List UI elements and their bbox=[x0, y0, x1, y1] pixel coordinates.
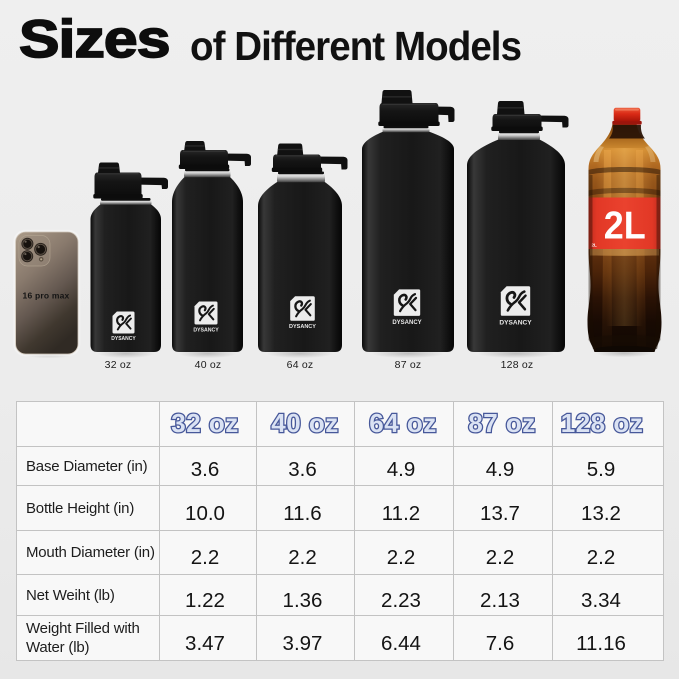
svg-text:16 pro max: 16 pro max bbox=[23, 291, 70, 301]
svg-text:DYSANCY: DYSANCY bbox=[111, 336, 136, 342]
svg-text:DYSANCY: DYSANCY bbox=[392, 320, 421, 326]
svg-text:40 oz: 40 oz bbox=[271, 408, 339, 438]
svg-text:DYSANCY: DYSANCY bbox=[193, 327, 219, 333]
svg-text:87 oz: 87 oz bbox=[468, 408, 536, 438]
svg-text:DYSANCY: DYSANCY bbox=[289, 324, 316, 330]
svg-text:2L: 2L bbox=[592, 243, 598, 248]
svg-text:64 oz: 64 oz bbox=[369, 408, 437, 438]
svg-text:32 oz: 32 oz bbox=[171, 408, 239, 438]
svg-text:2L: 2L bbox=[604, 205, 646, 248]
svg-text:DYSANCY: DYSANCY bbox=[499, 320, 532, 327]
svg-text:128 oz: 128 oz bbox=[560, 408, 643, 438]
